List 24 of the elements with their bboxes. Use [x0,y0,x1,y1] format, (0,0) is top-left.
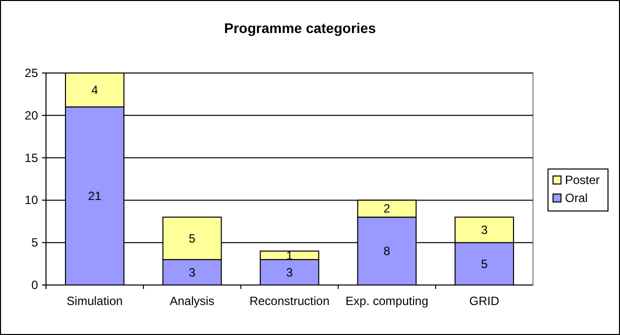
data-label: 5 [188,231,196,246]
data-label: 1 [286,248,294,262]
data-label: 5 [480,256,488,271]
legend-label: Poster [565,173,600,187]
data-label: 3 [480,222,488,237]
data-label: 3 [286,265,294,280]
x-tick-label: Exp. computing [346,294,428,308]
y-tick-label: 25 [24,66,38,80]
y-tick-label: 10 [24,193,38,208]
legend-label: Oral [565,191,588,205]
chart-title: Programme categories [224,20,376,36]
data-label: 8 [384,244,391,258]
y-tick-label: 5 [31,236,38,250]
y-tick-label: 20 [24,108,38,122]
x-tick-label: Reconstruction [249,294,330,308]
y-tick-label: 15 [24,150,38,165]
x-tick-label: Analysis [170,294,214,308]
data-label: 21 [88,188,102,203]
data-label: 2 [384,202,391,216]
x-tick-label: GRID [469,294,500,308]
x-tick-label: Simulation [66,294,123,308]
data-label: 4 [91,82,98,97]
data-label: 3 [188,265,196,280]
y-tick-label: 0 [31,278,38,292]
